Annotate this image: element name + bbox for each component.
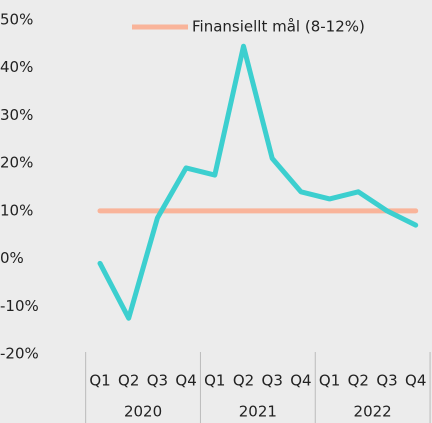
y-tick-label: 40%: [0, 58, 33, 76]
y-tick-label: 30%: [0, 106, 33, 124]
x-tick-label: Q1: [319, 372, 340, 390]
x-tick-label: Q1: [89, 372, 110, 390]
x-group-label: 2020: [124, 403, 162, 421]
y-tick-label: -10%: [0, 297, 39, 315]
x-tick-label: Q2: [348, 372, 369, 390]
x-tick-label: Q4: [290, 372, 311, 390]
x-group-label: 2022: [354, 403, 392, 421]
y-tick-label: 10%: [0, 201, 33, 219]
y-tick-label: -20%: [0, 345, 39, 363]
x-tick-label: Q4: [175, 372, 196, 390]
legend-label: Finansiellt mål (8-12%): [192, 18, 365, 36]
x-tick-label: Q1: [204, 372, 225, 390]
x-tick-label: Q3: [262, 372, 283, 390]
x-tick-label: Q3: [376, 372, 397, 390]
y-tick-label: 20%: [0, 154, 33, 172]
x-tick-label: Q4: [405, 372, 426, 390]
x-tick-label: Q2: [118, 372, 139, 390]
data-line: [97, 43, 419, 321]
y-tick-label: 50%: [0, 11, 33, 29]
x-tick-label: Q2: [233, 372, 254, 390]
y-tick-label: 0%: [0, 249, 24, 267]
x-tick-label: Q3: [147, 372, 168, 390]
x-group-label: 2021: [239, 403, 277, 421]
